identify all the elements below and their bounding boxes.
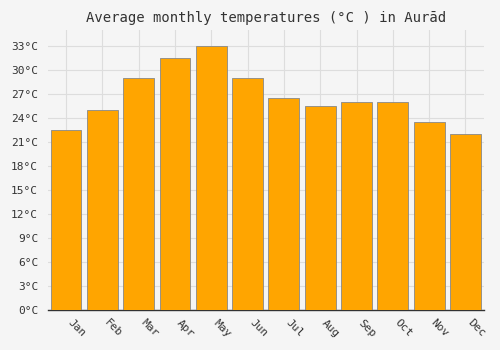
Title: Average monthly temperatures (°C ) in Aurād: Average monthly temperatures (°C ) in Au… xyxy=(86,11,446,25)
Bar xyxy=(414,122,444,310)
Bar xyxy=(268,98,300,310)
Bar xyxy=(87,110,118,310)
Bar xyxy=(196,47,226,310)
Bar xyxy=(450,134,481,310)
Bar xyxy=(232,78,263,310)
Bar xyxy=(50,130,82,310)
Bar xyxy=(305,106,336,310)
Bar xyxy=(378,102,408,310)
Bar xyxy=(341,102,372,310)
Bar xyxy=(123,78,154,310)
Bar xyxy=(160,58,190,310)
